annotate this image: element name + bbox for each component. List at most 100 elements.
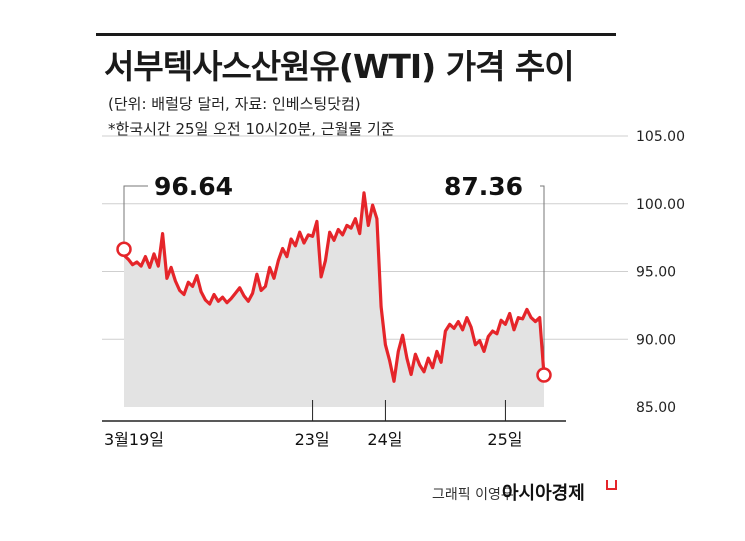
x-tick-label-2: 24일 <box>367 430 402 449</box>
data-point-54 <box>354 218 357 220</box>
data-point-16 <box>191 285 194 288</box>
data-point-94 <box>526 308 528 311</box>
callout-line-1 <box>540 185 545 370</box>
annotation-value-0: 96.64 <box>154 172 233 201</box>
data-point-5 <box>144 255 147 258</box>
data-point-19 <box>204 299 207 301</box>
data-point-64 <box>397 350 399 353</box>
y-axis-ticks: 105.00 100.00 95.00 90.00 85.00 <box>636 129 685 416</box>
data-point-93 <box>521 318 524 320</box>
data-point-23 <box>221 296 224 298</box>
data-point-12 <box>174 280 177 282</box>
data-point-32 <box>260 289 262 292</box>
data-point-85 <box>487 335 489 338</box>
data-point-26 <box>234 292 237 294</box>
data-point-2 <box>131 264 134 266</box>
data-point-39 <box>290 238 292 240</box>
data-point-14 <box>183 293 185 296</box>
data-point-51 <box>341 234 344 236</box>
data-point-77 <box>453 327 455 330</box>
data-point-88 <box>500 319 502 321</box>
data-point-18 <box>200 291 202 293</box>
data-point-70 <box>423 371 425 373</box>
data-point-48 <box>329 231 331 233</box>
data-point-35 <box>273 277 275 279</box>
data-point-80 <box>466 316 468 319</box>
data-point-79 <box>461 329 464 331</box>
y-tick-label-4: 85.00 <box>636 400 676 416</box>
data-point-67 <box>410 373 412 376</box>
y-tick-label-3: 90.00 <box>636 332 676 348</box>
data-point-90 <box>509 312 511 315</box>
data-point-43 <box>307 234 309 236</box>
data-point-15 <box>187 281 189 283</box>
y-tick-label-1: 100.00 <box>636 197 685 213</box>
data-point-9 <box>161 232 164 235</box>
endpoint-marker-0 <box>116 241 132 258</box>
data-point-91 <box>513 329 515 331</box>
data-point-6 <box>149 266 151 269</box>
data-point-28 <box>243 295 245 297</box>
data-point-11 <box>170 266 172 269</box>
data-point-59 <box>376 218 378 220</box>
data-point-29 <box>247 300 249 302</box>
data-point-75 <box>444 330 447 332</box>
data-point-37 <box>281 247 284 250</box>
data-point-4 <box>140 265 142 267</box>
data-point-1 <box>127 258 129 260</box>
data-point-36 <box>277 260 279 262</box>
callout-lines <box>123 185 545 370</box>
data-point-3 <box>136 261 138 263</box>
data-point-71 <box>427 357 429 359</box>
data-point-47 <box>324 260 327 262</box>
data-point-84 <box>483 350 485 353</box>
unit-source-note: (단위: 배럴당 달러, 자료: 인베스팅닷컴) <box>108 95 361 113</box>
data-point-25 <box>230 298 232 300</box>
data-point-73 <box>436 350 438 353</box>
data-point-72 <box>431 367 434 369</box>
publisher-logo: 아시아경제 <box>502 483 585 504</box>
data-point-53 <box>350 227 352 229</box>
data-point-20 <box>209 303 211 305</box>
data-point-8 <box>157 265 159 267</box>
logo-mark-icon <box>606 480 617 490</box>
price-area-fill <box>124 192 544 407</box>
data-point-83 <box>479 340 481 342</box>
endpoint-marker-1 <box>536 367 552 383</box>
x-tick-label-1: 23일 <box>295 430 330 449</box>
data-point-86 <box>491 330 494 332</box>
data-point-82 <box>474 344 477 346</box>
x-tick-label-3: 25일 <box>487 430 522 449</box>
data-point-50 <box>337 228 339 231</box>
data-point-22 <box>217 300 219 302</box>
title-rule <box>96 33 616 36</box>
data-point-17 <box>196 274 198 277</box>
data-point-52 <box>346 224 348 227</box>
data-point-38 <box>286 255 288 258</box>
data-point-78 <box>457 321 459 323</box>
data-point-95 <box>530 316 532 319</box>
data-point-34 <box>269 266 271 269</box>
y-tick-label-2: 95.00 <box>636 265 676 281</box>
data-point-33 <box>264 285 267 288</box>
annotation-value-1: 87.36 <box>444 172 523 201</box>
data-point-87 <box>496 333 498 335</box>
data-point-97 <box>539 316 541 319</box>
annotations: 96.64 87.36 <box>116 172 552 383</box>
data-point-81 <box>470 326 472 328</box>
data-point-10 <box>166 277 168 279</box>
y-tick-label-0: 105.00 <box>636 129 685 145</box>
data-point-31 <box>256 273 258 275</box>
data-point-7 <box>153 253 155 255</box>
data-point-57 <box>367 224 369 227</box>
data-point-21 <box>213 293 215 296</box>
data-point-62 <box>389 360 391 362</box>
data-point-65 <box>401 334 404 336</box>
data-point-66 <box>406 357 408 359</box>
data-point-27 <box>239 287 241 289</box>
data-point-60 <box>380 306 382 308</box>
graphic-credit: 그래픽 이영우 <box>432 487 514 503</box>
data-point-55 <box>359 232 361 235</box>
data-point-69 <box>419 364 421 366</box>
